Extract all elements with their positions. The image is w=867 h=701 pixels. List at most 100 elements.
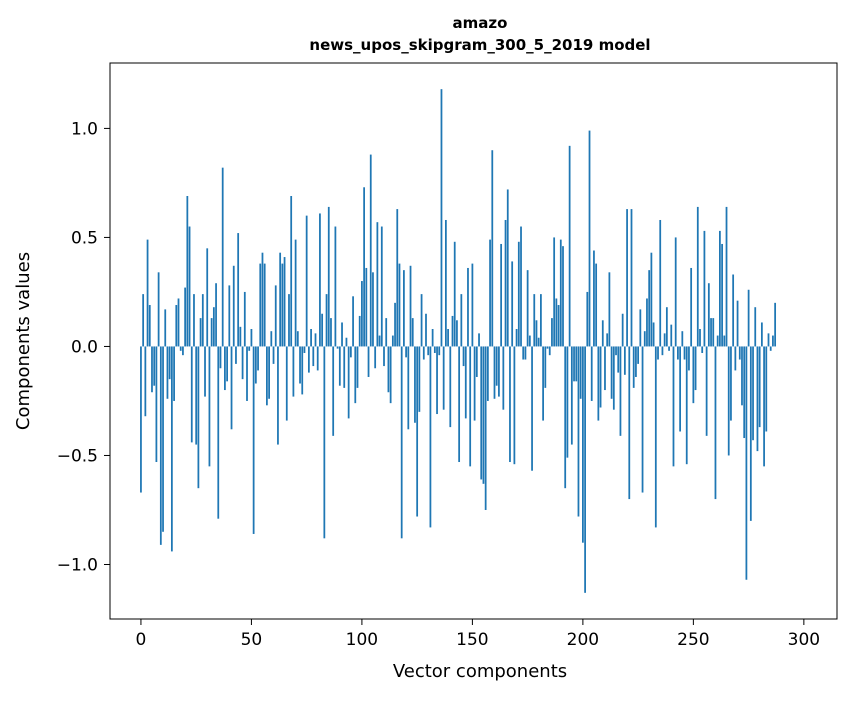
bar-150 — [471, 263, 474, 347]
bar-60 — [272, 346, 275, 364]
bar-281 — [760, 322, 763, 347]
bar-146 — [462, 346, 465, 367]
bar-184 — [546, 346, 549, 349]
bar-177 — [531, 346, 533, 471]
x-tick-label: 50 — [241, 630, 263, 650]
bar-145 — [460, 294, 463, 347]
bar-56 — [263, 263, 266, 347]
bar-108 — [378, 335, 381, 347]
bar-231 — [650, 252, 653, 347]
x-tick-label: 0 — [136, 630, 147, 650]
bar-226 — [639, 309, 642, 347]
bar-197 — [575, 346, 578, 382]
bar-78 — [312, 346, 315, 367]
bar-262 — [719, 230, 721, 347]
bar-284 — [767, 333, 770, 347]
bar-183 — [544, 346, 547, 388]
bar-106 — [374, 346, 377, 369]
plot-area-frame — [109, 62, 838, 620]
bar-137 — [442, 346, 445, 410]
bar-273 — [743, 346, 746, 439]
x-tick-label: 200 — [567, 630, 599, 650]
bar-140 — [449, 346, 452, 428]
bar-66 — [285, 346, 288, 421]
bar-182 — [542, 346, 544, 421]
bar-203 — [588, 130, 591, 347]
x-tick-label: 250 — [677, 630, 709, 650]
bar-96 — [352, 296, 354, 347]
bar-235 — [659, 219, 662, 347]
bar-64 — [281, 263, 284, 347]
bar-70 — [294, 239, 297, 347]
bar-189 — [557, 305, 560, 347]
x-axis-label: Vector components — [393, 661, 567, 682]
bar-100 — [361, 281, 363, 347]
bar-136 — [440, 89, 443, 347]
bar-105 — [372, 272, 374, 347]
bar-223 — [632, 346, 635, 388]
bar-276 — [749, 346, 752, 521]
bar-132 — [431, 329, 434, 347]
bar-119 — [403, 270, 405, 347]
x-tick-label: 100 — [346, 630, 378, 650]
bar-54 — [259, 263, 262, 347]
bar-88 — [334, 226, 337, 347]
bar-55 — [261, 252, 264, 347]
bar-83 — [323, 346, 326, 539]
bar-191 — [562, 246, 564, 347]
bar-79 — [314, 333, 317, 347]
bar-261 — [716, 335, 719, 347]
bar-5 — [151, 346, 153, 393]
bar-82 — [321, 313, 324, 347]
bar-43 — [235, 346, 237, 364]
bar-248 — [688, 346, 690, 371]
bar-71 — [296, 331, 299, 347]
bar-76 — [307, 346, 310, 373]
bar-193 — [566, 346, 569, 458]
bar-190 — [559, 239, 562, 347]
bar-20 — [184, 287, 187, 347]
bar-111 — [385, 318, 388, 347]
bar-35 — [217, 346, 220, 519]
bar-128 — [422, 346, 425, 360]
bar-36 — [219, 346, 222, 369]
bar-95 — [349, 346, 352, 358]
bar-59 — [270, 331, 273, 347]
bar-53 — [257, 346, 259, 371]
bar-57 — [266, 346, 268, 406]
bar-51 — [252, 346, 255, 534]
bar-278 — [754, 307, 757, 347]
bar-234 — [657, 346, 659, 360]
bar-180 — [537, 337, 540, 347]
bar-26 — [197, 346, 200, 489]
bar-0 — [140, 346, 142, 493]
bar-211 — [606, 333, 609, 347]
bar-11 — [164, 309, 167, 347]
bar-161 — [495, 346, 498, 386]
bar-41 — [230, 346, 233, 430]
bar-85 — [327, 206, 330, 347]
bar-15 — [173, 346, 175, 401]
bar-114 — [391, 335, 394, 347]
bar-134 — [436, 346, 438, 415]
bar-271 — [738, 346, 741, 360]
bar-179 — [535, 320, 538, 347]
bar-97 — [354, 346, 357, 404]
bar-44 — [237, 233, 240, 347]
bar-125 — [416, 346, 419, 517]
bar-123 — [411, 318, 414, 347]
bar-45 — [239, 326, 242, 347]
bar-202 — [586, 291, 589, 347]
bar-247 — [685, 346, 688, 465]
bar-104 — [369, 154, 372, 347]
bar-58 — [268, 346, 270, 399]
bar-77 — [310, 329, 312, 347]
y-tick-label: 0.0 — [71, 337, 98, 357]
bar-50 — [250, 329, 253, 347]
bar-8 — [157, 272, 160, 347]
bar-113 — [389, 346, 392, 404]
bar-268 — [732, 274, 735, 347]
bar-91 — [341, 322, 343, 347]
bar-254 — [701, 346, 704, 353]
